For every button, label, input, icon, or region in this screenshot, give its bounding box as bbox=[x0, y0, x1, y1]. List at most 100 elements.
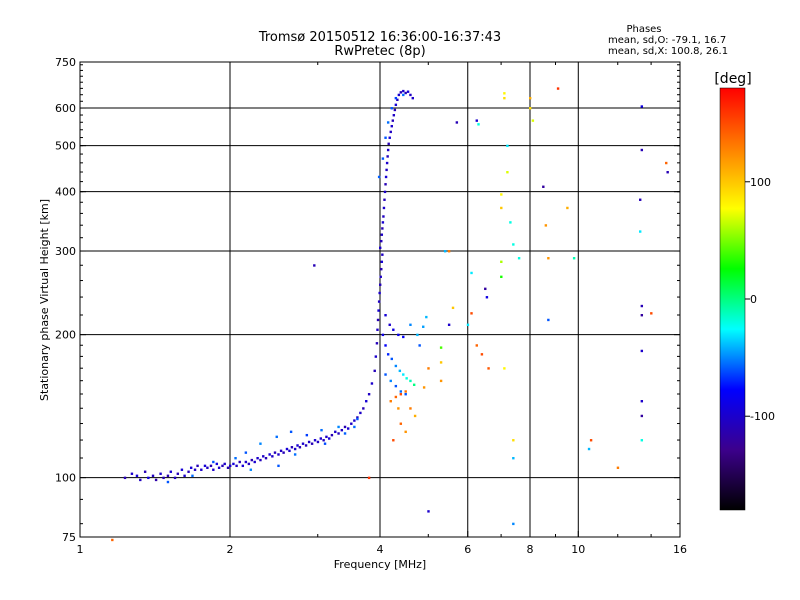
data-point bbox=[232, 462, 235, 466]
data-point bbox=[359, 411, 362, 415]
data-point bbox=[322, 439, 325, 442]
data-point bbox=[264, 456, 268, 460]
data-point bbox=[337, 432, 340, 435]
data-point bbox=[402, 89, 405, 93]
data-point bbox=[399, 390, 403, 393]
data-point bbox=[313, 439, 317, 442]
data-point bbox=[325, 435, 328, 439]
data-point bbox=[277, 453, 280, 456]
data-point bbox=[327, 437, 331, 440]
data-point bbox=[409, 379, 412, 383]
data-point bbox=[244, 460, 248, 464]
data-point bbox=[304, 444, 308, 447]
data-point bbox=[394, 96, 398, 100]
data-point bbox=[343, 425, 347, 429]
x-axis-label: Frequency [MHz] bbox=[334, 558, 426, 571]
data-point bbox=[405, 377, 408, 380]
data-point bbox=[386, 353, 390, 356]
data-point bbox=[399, 91, 403, 94]
data-point bbox=[390, 357, 393, 361]
data-point bbox=[234, 456, 237, 460]
data-point bbox=[334, 430, 337, 434]
data-point bbox=[470, 271, 473, 275]
data-point bbox=[544, 224, 548, 227]
data-point bbox=[375, 342, 379, 345]
data-point bbox=[384, 373, 387, 376]
data-point bbox=[123, 476, 127, 480]
data-point bbox=[640, 105, 644, 108]
colorbar-tick-label: 100 bbox=[750, 176, 771, 189]
x-tick-label: 2 bbox=[227, 543, 234, 556]
data-point bbox=[377, 175, 381, 179]
data-point bbox=[402, 335, 405, 339]
data-point bbox=[439, 361, 443, 364]
data-point bbox=[503, 367, 506, 370]
data-point bbox=[189, 466, 193, 469]
data-point bbox=[390, 107, 393, 110]
y-tick-label: 400 bbox=[55, 186, 76, 199]
data-point bbox=[399, 393, 403, 396]
data-point bbox=[293, 453, 297, 456]
data-point bbox=[384, 314, 387, 317]
data-point bbox=[180, 468, 184, 471]
data-point bbox=[389, 379, 392, 383]
data-point bbox=[547, 318, 550, 322]
y-axis-ticks: 75 100 200 300 400 500 600 750 bbox=[55, 56, 680, 544]
data-point bbox=[500, 206, 503, 210]
data-point bbox=[388, 323, 391, 326]
data-point bbox=[162, 476, 165, 480]
data-point bbox=[346, 427, 350, 430]
colorbar-ticks: 100 0 -100 bbox=[745, 176, 775, 423]
data-point bbox=[111, 538, 114, 542]
data-point bbox=[404, 393, 407, 396]
colorbar-tick-label: -100 bbox=[750, 410, 775, 423]
data-point bbox=[212, 460, 215, 464]
data-point bbox=[253, 460, 256, 464]
data-point bbox=[650, 312, 653, 315]
data-point bbox=[298, 446, 302, 449]
data-point bbox=[517, 257, 521, 260]
data-point bbox=[503, 96, 506, 100]
data-point bbox=[512, 456, 515, 460]
data-point bbox=[379, 283, 382, 286]
data-point bbox=[383, 198, 386, 201]
data-point bbox=[413, 414, 417, 418]
chart-subtitle: RwPretec (8p) bbox=[334, 44, 425, 59]
data-point bbox=[503, 92, 506, 95]
data-point bbox=[187, 470, 190, 473]
data-point bbox=[422, 386, 426, 389]
stats-line-o: mean, sd,O: -79.1, 16.7 bbox=[608, 35, 726, 46]
data-point bbox=[209, 464, 213, 468]
data-point bbox=[455, 121, 459, 124]
data-point bbox=[353, 419, 356, 422]
data-point bbox=[374, 355, 378, 358]
data-point bbox=[290, 446, 294, 449]
data-point bbox=[500, 260, 503, 264]
data-point bbox=[416, 333, 419, 337]
data-point bbox=[350, 422, 353, 425]
data-point bbox=[376, 318, 380, 322]
data-point bbox=[666, 171, 669, 174]
data-point bbox=[288, 449, 291, 453]
data-point bbox=[439, 379, 443, 383]
data-point bbox=[665, 161, 668, 165]
y-axis-label: Stationary phase Virtual Height [km] bbox=[38, 199, 51, 401]
data-point bbox=[397, 93, 401, 97]
data-point bbox=[394, 364, 398, 368]
data-point bbox=[389, 400, 392, 403]
data-point bbox=[301, 442, 305, 445]
data-point bbox=[500, 193, 503, 196]
data-point bbox=[380, 239, 383, 243]
data-point bbox=[277, 464, 280, 468]
data-point bbox=[393, 108, 397, 112]
data-point bbox=[406, 90, 410, 93]
data-point bbox=[212, 468, 215, 471]
data-point bbox=[475, 119, 478, 122]
x-tick-label: 4 bbox=[377, 543, 384, 556]
data-point bbox=[343, 432, 347, 435]
y-tick-label: 300 bbox=[55, 245, 76, 258]
data-point bbox=[385, 168, 388, 172]
data-point bbox=[409, 323, 412, 326]
data-point bbox=[353, 425, 356, 429]
data-point bbox=[337, 425, 340, 429]
